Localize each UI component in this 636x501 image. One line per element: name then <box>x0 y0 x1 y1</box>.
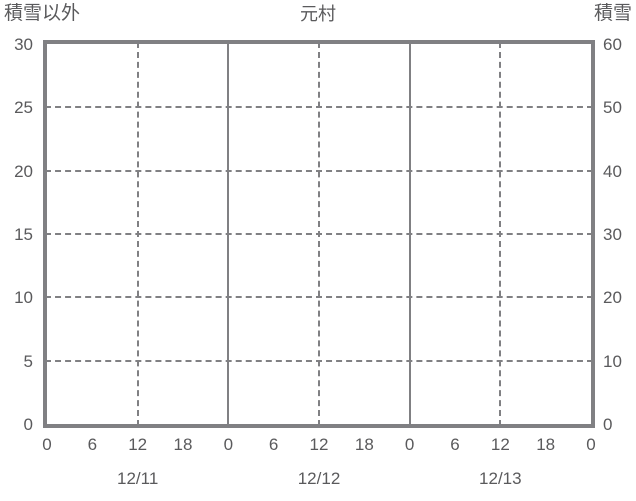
y-axis-right-tick-label: 10 <box>603 351 622 371</box>
y-axis-left-tick-label: 0 <box>23 415 33 434</box>
x-axis-tick-label: 0 <box>586 435 596 454</box>
x-axis-tick-label: 12 <box>309 435 329 454</box>
y-axis-left-tick-label: 20 <box>14 161 33 181</box>
vertical-gridline-dashed <box>318 44 320 424</box>
vertical-gridline-day-boundary <box>227 44 230 424</box>
y-axis-right-tick-label: 30 <box>603 225 622 244</box>
x-axis-tick-label: 18 <box>536 435 556 454</box>
vertical-gridline-dashed <box>499 44 502 424</box>
x-axis-date-label: 12/13 <box>479 469 522 488</box>
x-axis-tick-label: 6 <box>87 435 98 454</box>
x-axis-tick-label: 0 <box>223 435 234 454</box>
x-axis-tick-label: 18 <box>354 435 374 454</box>
vertical-gridline-dashed <box>136 44 139 424</box>
y-axis-left-tick-label: 25 <box>14 98 33 118</box>
y-axis-right-tick-label: 60 <box>603 35 622 54</box>
chart-title: 元村 <box>300 4 336 24</box>
y-axis-left-tick-label: 5 <box>23 351 33 371</box>
x-axis-tick-label: 0 <box>42 435 52 454</box>
y-axis-left-tick-label: 15 <box>14 225 33 244</box>
y-axis-right-tick-label: 20 <box>603 288 622 308</box>
y-axis-right-tick-label: 50 <box>603 98 622 118</box>
x-axis-date-label: 12/12 <box>297 469 341 488</box>
y-axis-right-tick-label: 0 <box>603 415 613 434</box>
x-axis-tick-label: 6 <box>268 435 279 454</box>
x-axis-tick-label: 18 <box>173 435 193 454</box>
vertical-gridline-day-boundary <box>408 44 411 424</box>
x-axis-tick-label: 0 <box>404 435 415 454</box>
plot-grid-layer <box>47 44 591 424</box>
x-axis-date-label: 12/11 <box>117 469 159 488</box>
left-axis-title: 積雪以外 <box>4 3 81 24</box>
y-axis-left-tick-label: 30 <box>14 35 33 54</box>
x-axis-tick-label: 6 <box>450 435 460 454</box>
y-axis-right-tick-label: 40 <box>603 161 622 181</box>
plot-area <box>43 40 595 428</box>
y-axis-left-tick-label: 10 <box>14 288 33 308</box>
right-axis-title: 積雪 <box>593 3 632 24</box>
x-axis-tick-label: 12 <box>490 435 510 454</box>
x-axis-tick-label: 12 <box>128 435 148 454</box>
